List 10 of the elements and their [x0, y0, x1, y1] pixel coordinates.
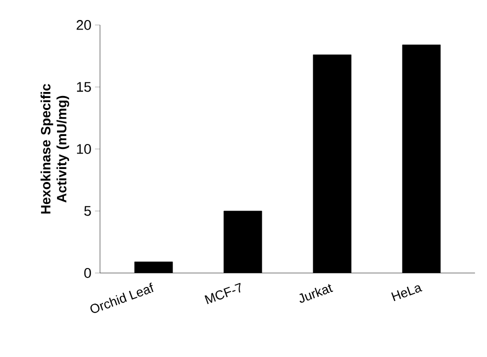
y-tick-label: 0 — [84, 268, 91, 278]
y-tick-label: 10 — [77, 144, 91, 154]
x-tick-label: MCF-7 — [204, 282, 241, 304]
y-tick-label: 15 — [77, 82, 91, 92]
y-tick-label: 5 — [84, 206, 91, 216]
y-axis-title: Hexokinase Specific Activity (mU/mg) — [40, 84, 70, 214]
x-tick-label: Jurkat — [300, 284, 334, 303]
x-tick-label: Orchid Leaf — [90, 282, 154, 313]
y-tick-label: 20 — [76, 20, 91, 30]
x-tick-label: HeLa — [391, 285, 422, 302]
